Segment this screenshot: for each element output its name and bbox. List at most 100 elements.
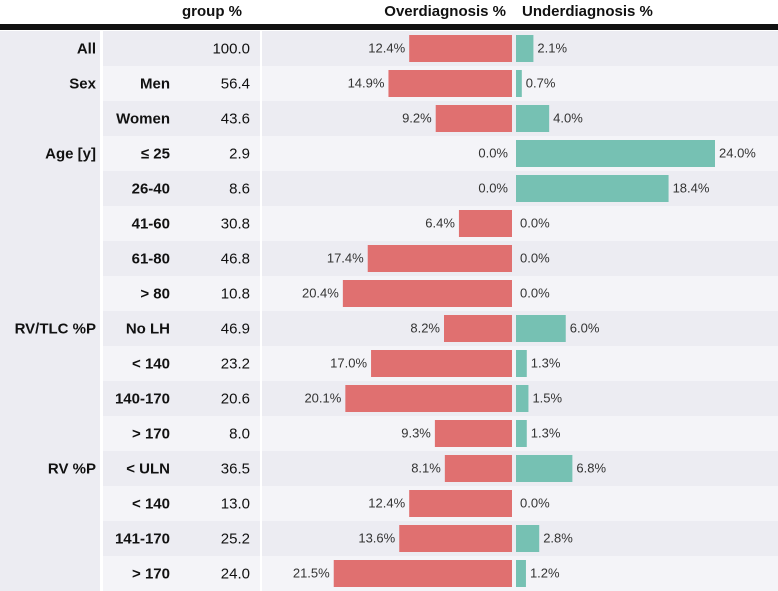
over-value-label: 20.4% (302, 286, 339, 301)
over-value-label: 9.3% (401, 426, 431, 441)
row-band-left (0, 311, 100, 346)
over-bar (399, 525, 512, 552)
group-pct-value: 24.0 (221, 566, 250, 583)
over-value-label: 6.4% (425, 216, 455, 231)
row-band-left (0, 206, 100, 241)
row-band-mid (103, 556, 260, 591)
row-band-mid (103, 381, 260, 416)
over-value-label: 9.2% (402, 111, 432, 126)
group-pct-value: 13.0 (221, 496, 250, 513)
group-pct-value: 46.9 (221, 321, 250, 338)
table-row: 41-60 30.8 6.4% 0.0% (132, 210, 550, 237)
row-band-mid (103, 521, 260, 556)
subgroup-label: < 140 (132, 496, 170, 513)
table-row: > 80 10.8 20.4% 0.0% (140, 280, 550, 307)
under-value-label: 2.1% (537, 41, 567, 56)
under-bar (516, 420, 527, 447)
subgroup-label: < ULN (126, 461, 170, 478)
under-bar (516, 315, 566, 342)
under-value-label: 18.4% (673, 181, 710, 196)
under-value-label: 1.5% (532, 391, 562, 406)
under-value-label: 0.7% (526, 76, 556, 91)
group-pct-value: 8.6 (229, 181, 250, 198)
group-pct-value: 25.2 (221, 531, 250, 548)
table-row: 140-170 20.6 20.1% 1.5% (115, 385, 563, 412)
under-value-label: 6.8% (576, 461, 606, 476)
under-value-label: 1.3% (531, 426, 561, 441)
table-row: < 140 13.0 12.4% 0.0% (132, 490, 550, 517)
row-band-mid (103, 31, 260, 66)
subgroup-label: 140-170 (115, 391, 170, 408)
over-value-label: 17.0% (330, 356, 367, 371)
over-value-label: 21.5% (293, 566, 330, 581)
subgroup-label: No LH (126, 321, 170, 338)
over-value-label: 13.6% (358, 531, 395, 546)
subgroup-label: ≤ 25 (141, 146, 170, 163)
over-value-label: 14.9% (348, 76, 385, 91)
table-row: 61-80 46.8 17.4% 0.0% (132, 245, 550, 272)
group-pct-value: 36.5 (221, 461, 250, 478)
table-row: 141-170 25.2 13.6% 2.8% (115, 525, 573, 552)
group-label: Age [y] (45, 146, 96, 163)
over-value-label: 20.1% (304, 391, 341, 406)
table-row: Age [y] ≤ 25 2.9 0.0% 24.0% (45, 140, 756, 167)
under-value-label: 0.0% (520, 286, 550, 301)
under-bar (516, 35, 534, 62)
under-bar (516, 525, 540, 552)
under-bar (516, 350, 527, 377)
under-value-label: 1.3% (531, 356, 561, 371)
over-value-label: 0.0% (478, 146, 508, 161)
row-band-mid (103, 451, 260, 486)
over-value-label: 17.4% (327, 251, 364, 266)
row-band-left (0, 451, 100, 486)
row-band-left (0, 276, 100, 311)
over-value-label: 12.4% (368, 41, 405, 56)
row-band-mid (103, 486, 260, 521)
over-bar (458, 210, 512, 237)
subgroup-label: > 80 (140, 286, 170, 303)
group-pct-value: 2.9 (229, 146, 250, 163)
row-band-mid (103, 276, 260, 311)
row-band-left (0, 486, 100, 521)
row-band-left (0, 171, 100, 206)
header-overdiagnosis: Overdiagnosis % (384, 3, 506, 20)
over-bar (444, 455, 512, 482)
over-bar (345, 385, 512, 412)
row-band-left (0, 136, 100, 171)
under-bar (516, 175, 669, 202)
row-band-left (0, 416, 100, 451)
group-pct-value: 56.4 (221, 76, 250, 93)
subgroup-label: > 170 (132, 426, 170, 443)
subgroup-label: Men (140, 76, 170, 93)
header-underdiagnosis: Underdiagnosis % (522, 3, 653, 20)
row-band-plot (262, 206, 778, 241)
table-row: All 100.0 12.4% 2.1% (77, 35, 567, 62)
subgroup-label: > 170 (132, 566, 170, 583)
row-band-mid (103, 206, 260, 241)
group-pct-value: 43.6 (221, 111, 250, 128)
row-band-mid (103, 66, 260, 101)
over-bar (388, 70, 512, 97)
group-pct-value: 46.8 (221, 251, 250, 268)
table-row: RV/TLC %P No LH 46.9 8.2% 6.0% (15, 315, 600, 342)
row-band-mid (103, 241, 260, 276)
group-pct-value: 23.2 (221, 356, 250, 373)
under-value-label: 0.0% (520, 496, 550, 511)
over-value-label: 8.1% (411, 461, 441, 476)
over-bar (371, 350, 512, 377)
over-bar (444, 315, 512, 342)
row-band-left (0, 101, 100, 136)
row-band-mid (103, 346, 260, 381)
over-value-label: 8.2% (410, 321, 440, 336)
row-band-mid (103, 136, 260, 171)
row-band-left (0, 241, 100, 276)
row-band-mid (103, 311, 260, 346)
under-bar (516, 70, 522, 97)
group-pct-value: 10.8 (221, 286, 250, 303)
table-row: < 140 23.2 17.0% 1.3% (132, 350, 561, 377)
under-value-label: 6.0% (570, 321, 600, 336)
chart-rows: All 100.0 12.4% 2.1% Sex Men 56.4 14.9% 0.7% Wome… (15, 35, 756, 587)
group-pct-value: 20.6 (221, 391, 250, 408)
table-row: Women 43.6 9.2% 4.0% (116, 105, 583, 132)
